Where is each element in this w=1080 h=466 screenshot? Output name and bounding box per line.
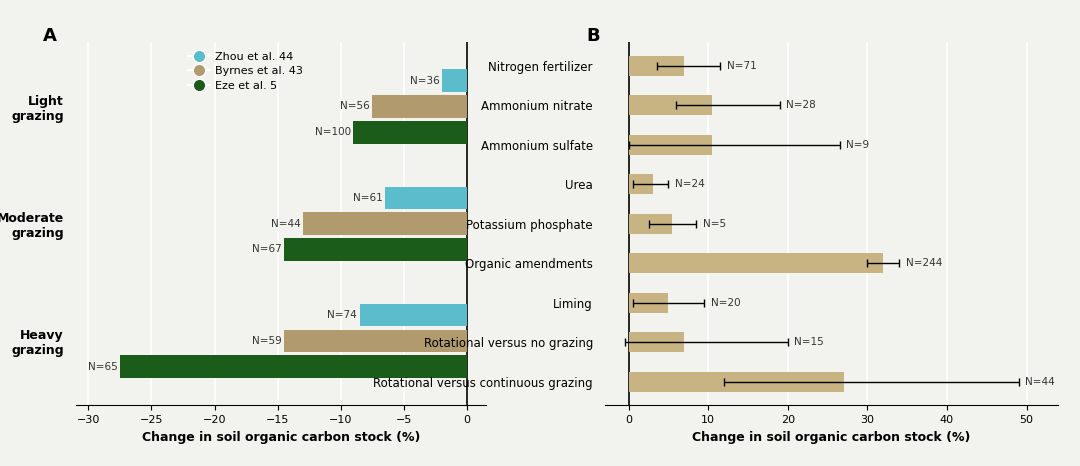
Text: N=5: N=5: [703, 219, 726, 229]
Bar: [629, 332, 685, 352]
Text: N=28: N=28: [786, 100, 816, 110]
Text: N=44: N=44: [1025, 377, 1055, 387]
Text: N=71: N=71: [727, 61, 756, 71]
Legend: Zhou et al. 44, Byrnes et al. 43, Eze et al. 5: Zhou et al. 44, Byrnes et al. 43, Eze et…: [184, 48, 307, 95]
X-axis label: Change in soil organic carbon stock (%): Change in soil organic carbon stock (%): [692, 431, 971, 444]
Text: N=36: N=36: [409, 75, 440, 86]
Bar: [629, 95, 712, 115]
Bar: [302, 212, 467, 235]
Bar: [629, 254, 883, 273]
Text: N=24: N=24: [675, 179, 704, 189]
Text: N=100: N=100: [314, 127, 351, 137]
Bar: [629, 372, 843, 391]
Text: N=9: N=9: [846, 140, 869, 150]
Bar: [629, 135, 712, 155]
Text: N=74: N=74: [327, 310, 357, 320]
Text: N=65: N=65: [87, 362, 118, 372]
Bar: [373, 95, 467, 118]
Text: N=56: N=56: [340, 102, 369, 111]
Bar: [284, 329, 467, 352]
Bar: [360, 304, 467, 327]
Bar: [629, 293, 669, 313]
Text: N=61: N=61: [353, 193, 382, 203]
Bar: [629, 214, 673, 233]
Text: N=15: N=15: [794, 337, 824, 347]
Text: N=20: N=20: [711, 298, 740, 308]
Text: A: A: [43, 27, 56, 45]
Bar: [284, 238, 467, 261]
Bar: [629, 56, 685, 75]
Text: N=59: N=59: [252, 336, 282, 346]
Bar: [120, 356, 467, 378]
Bar: [442, 69, 467, 92]
Bar: [384, 186, 467, 209]
X-axis label: Change in soil organic carbon stock (%): Change in soil organic carbon stock (%): [141, 431, 420, 444]
Text: B: B: [586, 27, 600, 45]
Bar: [353, 121, 467, 144]
Text: N=44: N=44: [271, 219, 300, 229]
Text: N=244: N=244: [906, 258, 942, 268]
Bar: [629, 174, 652, 194]
Text: N=67: N=67: [252, 245, 282, 254]
